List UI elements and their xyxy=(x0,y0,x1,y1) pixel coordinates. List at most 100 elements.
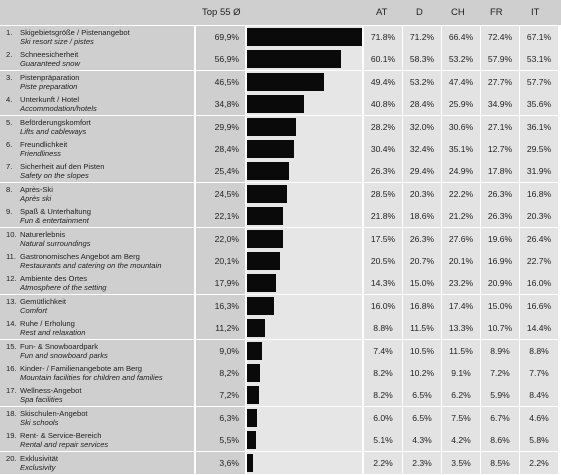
average-bar xyxy=(247,72,324,91)
row-label: 1. Skigebietsgröße / Pistenangebot Ski res… xyxy=(0,26,194,48)
average-bar xyxy=(247,364,260,382)
average-cell: 11,2% xyxy=(196,317,245,340)
value-ch-text: 7.5% xyxy=(451,412,471,423)
value-it-text: 29.5% xyxy=(526,144,552,154)
row-label: 14. Ruhe / Erholung Rest and relaxation xyxy=(0,317,194,340)
average-cell: 16,3% xyxy=(196,294,245,317)
value-it: 57.7% xyxy=(520,70,558,93)
value-d: 18.6% xyxy=(403,205,441,228)
average-value: 34,8% xyxy=(214,99,239,110)
row-number: 16. xyxy=(6,364,17,373)
value-ch-text: 3.5% xyxy=(451,457,471,468)
bar-track xyxy=(247,205,362,228)
average-cell: 9,0% xyxy=(196,339,245,362)
row-number: 4. xyxy=(6,95,13,105)
criterion-german: Sicherheit auf den Pisten xyxy=(20,162,105,172)
criterion-english: Fun & entertainment xyxy=(20,216,89,226)
value-ch-text: 22.2% xyxy=(448,188,474,199)
average-value: 6,3% xyxy=(219,412,239,423)
value-ch: 7.5% xyxy=(442,406,480,429)
average-bar xyxy=(247,184,287,203)
value-ch-text: 27.6% xyxy=(448,233,474,244)
value-ch-text: 9.1% xyxy=(451,368,471,378)
value-at-text: 30.4% xyxy=(370,144,396,154)
value-fr-text: 6.7% xyxy=(490,412,510,423)
bar-track xyxy=(247,406,362,429)
value-fr-text: 8.5% xyxy=(490,457,510,468)
row-label: 19. Rent- & Service-Bereich Rental and rep… xyxy=(0,429,194,452)
value-at-text: 14.3% xyxy=(370,278,396,289)
value-d-text: 11.5% xyxy=(410,323,434,334)
value-it-text: 2.2% xyxy=(529,457,549,468)
row-label: 17. Wellness-Angebot Spa facilities xyxy=(0,384,194,407)
average-cell: 17,9% xyxy=(196,272,245,295)
value-fr: 8.9% xyxy=(481,339,519,362)
value-at: 5.1% xyxy=(364,429,402,452)
bar-track xyxy=(247,115,362,138)
value-ch-text: 25.9% xyxy=(448,99,474,110)
value-it: 14.4% xyxy=(520,317,558,340)
value-it-text: 26.4% xyxy=(526,233,552,244)
criterion-german: Exklusivität xyxy=(20,453,58,463)
table-row: 15. Fun- & Snowboardpark Fun and snowboard… xyxy=(0,339,561,362)
average-cell: 8,2% xyxy=(196,362,245,384)
average-cell: 34,8% xyxy=(196,93,245,116)
average-value: 24,5% xyxy=(214,188,239,199)
average-cell: 3,6% xyxy=(196,451,245,474)
average-value: 28,4% xyxy=(214,144,239,154)
average-cell: 5,5% xyxy=(196,429,245,452)
average-value: 16,3% xyxy=(214,300,239,311)
bar-track xyxy=(247,272,362,295)
value-at: 7.4% xyxy=(364,339,402,362)
row-number: 13. xyxy=(6,296,17,306)
value-d-text: 16.8% xyxy=(409,300,435,311)
value-fr: 8.6% xyxy=(481,429,519,452)
table-row: 14. Ruhe / Erholung Rest and relaxation 11,… xyxy=(0,317,561,340)
value-fr: 5.9% xyxy=(481,384,519,407)
average-bar xyxy=(247,117,296,136)
bar-track xyxy=(247,384,362,407)
value-d-text: 26.3% xyxy=(409,233,435,244)
average-bar xyxy=(247,431,256,450)
value-it-text: 8.8% xyxy=(529,345,549,356)
criterion-english: Atmosphere of the setting xyxy=(20,283,107,293)
value-it-text: 57.7% xyxy=(526,76,552,87)
value-fr: 57.9% xyxy=(481,48,519,71)
criterion-german: Beförderungskomfort xyxy=(20,117,91,127)
criterion-english: Fun and snowboard parks xyxy=(20,350,108,360)
average-value: 20,1% xyxy=(214,256,239,266)
criterion-english: Restaurants and catering on the mountain xyxy=(20,261,162,270)
value-ch-text: 4.2% xyxy=(451,435,471,446)
value-ch-text: 20.1% xyxy=(448,256,474,266)
value-d: 11.5% xyxy=(403,317,441,340)
value-fr: 12.7% xyxy=(481,138,519,160)
table-row: 8. Après-Ski Après ski 24,5% 28.5% 20.3% 22.2%… xyxy=(0,182,561,205)
value-d: 20.3% xyxy=(403,182,441,205)
average-cell: 22,1% xyxy=(196,205,245,228)
row-label: 2. Schneesicherheit Guaranteed snow xyxy=(0,48,194,71)
value-it: 7.7% xyxy=(520,362,558,384)
criterion-english: Après ski xyxy=(20,193,52,203)
value-fr-text: 7.2% xyxy=(490,368,510,378)
row-label: 12. Ambiente des Ortes Atmosphere of the s… xyxy=(0,272,194,295)
criterion-german: Ambiente des Ortes xyxy=(20,274,88,284)
value-it-text: 20.3% xyxy=(526,211,552,222)
average-value: 8,2% xyxy=(219,368,239,378)
row-label: 6. Freundlichkeit Friendliness xyxy=(0,138,194,160)
bar-track xyxy=(247,70,362,93)
average-bar xyxy=(247,140,294,158)
value-at: 6.0% xyxy=(364,406,402,429)
value-fr: 16.9% xyxy=(481,250,519,272)
average-cell: 22,0% xyxy=(196,227,245,250)
value-fr-text: 16.9% xyxy=(487,256,513,266)
value-fr-text: 27.7% xyxy=(487,76,513,87)
value-d: 26.3% xyxy=(403,227,441,250)
row-label: 9. Spaß & Unterhaltung Fun & entertainment xyxy=(0,205,194,228)
value-d: 32.4% xyxy=(403,138,441,160)
value-fr-text: 17.8% xyxy=(487,166,513,177)
value-at-text: 5.1% xyxy=(373,435,393,446)
average-bar xyxy=(247,319,265,338)
criterion-english: Ski schools xyxy=(20,417,59,427)
table-row: 9. Spaß & Unterhaltung Fun & entertainment… xyxy=(0,205,561,228)
bar-track xyxy=(247,160,362,183)
